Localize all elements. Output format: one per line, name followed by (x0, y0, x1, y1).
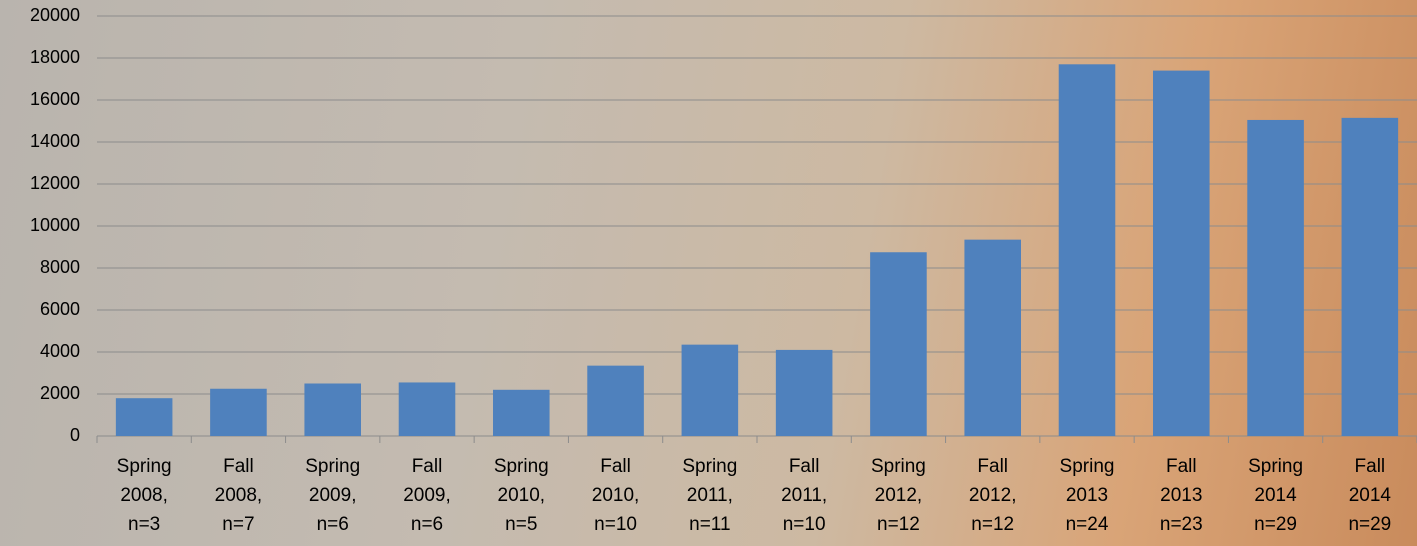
y-tick-label: 10000 (30, 215, 80, 235)
bar (587, 366, 644, 436)
y-tick-label: 16000 (30, 89, 80, 109)
y-tick-label: 18000 (30, 47, 80, 67)
bar (964, 240, 1021, 436)
chart-page: 0 2000 4000 6000 8000 10000 12000 14000 16000 180… (0, 0, 1417, 546)
y-tick-label: 2000 (40, 383, 80, 403)
bar (776, 350, 833, 436)
y-tick-label: 4000 (40, 341, 80, 361)
x-tick-label: Spring 2013 n=24 (1051, 452, 1123, 539)
bar (682, 345, 739, 436)
x-tick-label: Spring 2008, n=3 (108, 452, 180, 539)
y-tick-label: 20000 (30, 5, 80, 25)
bar (1342, 118, 1399, 436)
y-tick-label: 14000 (30, 131, 80, 151)
y-tick-label: 0 (70, 425, 80, 445)
y-tick-label: 12000 (30, 173, 80, 193)
bar (870, 252, 927, 436)
x-tick-label: Fall 2011, n=10 (768, 452, 840, 539)
x-tick-label: Fall 2010, n=10 (580, 452, 652, 539)
y-tick-label: 8000 (40, 257, 80, 277)
bar (493, 390, 550, 436)
y-tick-label: 6000 (40, 299, 80, 319)
bar (1247, 120, 1304, 436)
x-tick-label: Spring 2011, n=11 (674, 452, 746, 539)
x-tick-label: Fall 2008, n=7 (202, 452, 274, 539)
x-tick-label: Spring 2014 n=29 (1240, 452, 1312, 539)
bar (304, 384, 361, 437)
x-tick-label: Fall 2014 n=29 (1334, 452, 1406, 539)
bar (210, 389, 267, 436)
x-tick-label: Spring 2009, n=6 (297, 452, 369, 539)
bar (1059, 64, 1116, 436)
x-tick-label: Fall 2013 n=23 (1145, 452, 1217, 539)
x-tick-label: Spring 2012, n=12 (862, 452, 934, 539)
x-tick-label: Fall 2009, n=6 (391, 452, 463, 539)
bar (116, 398, 173, 436)
bar (399, 382, 456, 436)
bar (1153, 71, 1210, 436)
x-tick-label: Spring 2010, n=5 (485, 452, 557, 539)
x-tick-label: Fall 2012, n=12 (957, 452, 1029, 539)
